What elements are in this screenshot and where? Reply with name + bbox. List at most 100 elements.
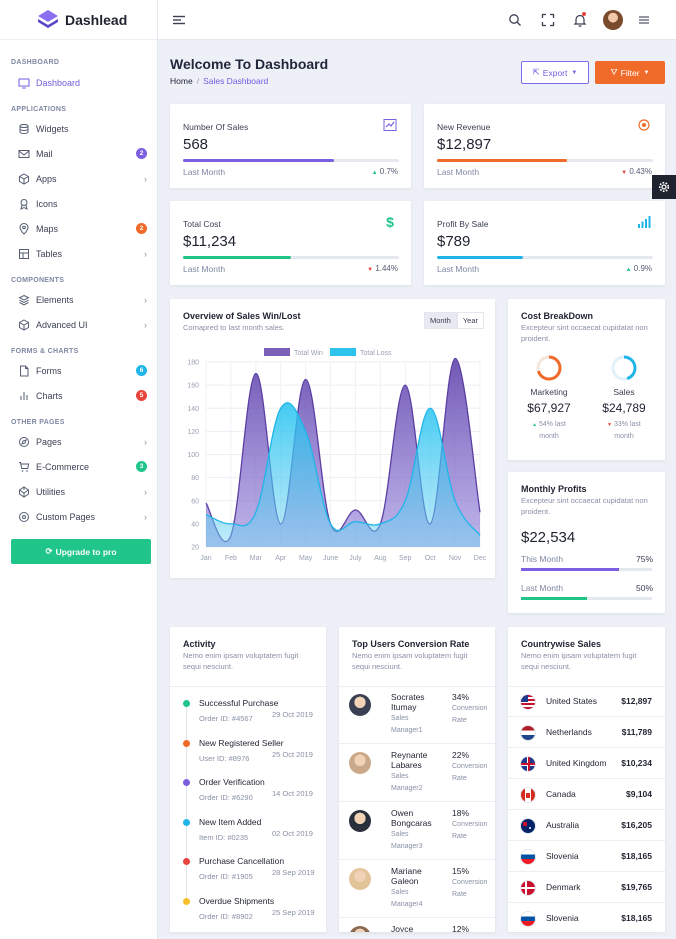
stat-change-value: 1.44%	[375, 264, 398, 273]
sidebar-item-forms[interactable]: Forms 6	[0, 358, 158, 383]
y-tick-label: 40	[191, 521, 199, 528]
sidebar-item-label: Charts	[36, 390, 63, 401]
user-row[interactable]: Reynante Labares Sales Manager2 22% Conver…	[339, 744, 495, 802]
user-avatar	[349, 752, 371, 774]
sidebar-item-dashboard[interactable]: Dashboard	[0, 70, 158, 95]
sidebar-item-tables[interactable]: Tables ›	[0, 241, 158, 266]
sidebar-item-icons[interactable]: Icons	[0, 191, 158, 216]
country-name: Denmark	[546, 882, 581, 892]
sidebar-item-pages[interactable]: Pages ›	[0, 429, 158, 454]
award-icon	[17, 197, 30, 210]
country-row[interactable]: Slovenia $18,165	[508, 903, 665, 934]
stat-progress-fill	[437, 256, 524, 259]
fullscreen-icon[interactable]	[541, 13, 555, 27]
bell-icon[interactable]	[573, 13, 587, 27]
country-name: Slovenia	[546, 913, 579, 923]
page-title: Welcome To Dashboard	[170, 56, 329, 72]
mini-stat-change-value: 33% last month	[614, 421, 641, 440]
country-row[interactable]: United Kingdom $10,234	[508, 748, 665, 779]
country-row[interactable]: Canada $9,104	[508, 779, 665, 810]
uk-flag-icon	[521, 757, 535, 771]
stat-value: $12,897	[437, 136, 492, 153]
chevron-right-icon: ›	[144, 436, 147, 447]
last-month-bar	[521, 597, 652, 600]
user-conversion: Conversion Rate	[452, 819, 487, 843]
user-role: Sales Manager2	[391, 771, 423, 795]
filter-icon: ⛛	[610, 67, 618, 77]
user-avatar[interactable]	[603, 10, 623, 30]
forms-badge: 6	[136, 365, 147, 376]
sidebar-item-widgets[interactable]: Widgets	[0, 116, 158, 141]
sidebar-item-maps[interactable]: Maps 2	[0, 216, 158, 241]
sidebar-item-advanced-ui[interactable]: Advanced UI ›	[0, 312, 158, 337]
monitor-icon	[17, 76, 30, 89]
sidebar-item-label: Pages	[36, 436, 62, 447]
sidebar-item-label: Maps	[36, 223, 59, 234]
settings-gear-icon[interactable]	[652, 175, 676, 199]
activity-sub: Order ID: #6290	[199, 793, 253, 802]
sidebar-item-elements[interactable]: Elements ›	[0, 287, 158, 312]
sidebar-item-apps[interactable]: Apps ›	[0, 166, 158, 191]
user-avatar	[349, 926, 371, 932]
sidebar-item-mail[interactable]: Mail 2	[0, 141, 158, 166]
user-conversion: Conversion Rate	[452, 877, 487, 901]
aperture-icon	[17, 510, 30, 523]
brand-name: Dashlead	[65, 11, 128, 28]
menu-icon[interactable]	[172, 13, 186, 27]
mini-stat-change-value: 54% last month	[539, 421, 566, 440]
filter-button[interactable]: ⛛ Filter ▼	[595, 61, 665, 84]
options-icon[interactable]	[637, 13, 651, 27]
nav-section-dashboard: DASHBOARD	[11, 59, 60, 66]
sidebar-item-label: Elements	[36, 294, 74, 305]
user-row[interactable]: Mariane Galeon Sales Manager4 15% Conversi…	[339, 860, 495, 918]
sidebar-item-utilities[interactable]: Utilities ›	[0, 479, 158, 504]
user-conversion: Conversion Rate	[452, 703, 487, 727]
breadcrumb-home[interactable]: Home	[170, 76, 193, 86]
country-row[interactable]: Slovenia $18,165	[508, 841, 665, 872]
stat-value: $11,234	[183, 233, 237, 250]
denmark-flag-icon	[521, 881, 535, 895]
sidebar-item-label: Tables	[36, 248, 63, 259]
export-button[interactable]: ⇱ Export ▼	[521, 61, 589, 84]
upgrade-button[interactable]: ⟳ Upgrade to pro	[11, 539, 151, 564]
activity-sub: User ID: #8976	[199, 753, 250, 763]
brand[interactable]: Dashlead	[0, 0, 157, 40]
divider	[170, 686, 326, 687]
user-row[interactable]: Socrates Itumay Sales Manager1 34% Convers…	[339, 686, 495, 744]
slovenia-flag-icon	[521, 912, 535, 926]
country-row[interactable]: Australia $16,205	[508, 810, 665, 841]
stat-progress-fill	[183, 256, 291, 259]
charts-badge: 5	[136, 390, 147, 401]
stat-sub: Last Month	[183, 264, 226, 274]
sidebar-item-charts[interactable]: Charts 5	[0, 383, 158, 408]
sidebar-item-ecommerce[interactable]: E-Commerce 3	[0, 454, 158, 479]
toggle-month[interactable]: Month	[424, 312, 457, 329]
mini-stat-change: ▼ 33% last month	[599, 419, 649, 443]
toggle-year[interactable]: Year	[456, 312, 485, 329]
country-name: Canada	[546, 789, 576, 799]
country-name: Netherlands	[546, 727, 592, 737]
stat-sub: Last Month	[437, 264, 480, 274]
country-row[interactable]: United States $12,897	[508, 686, 665, 717]
overview-chart: 20 40 60 80 100 120 140 160 180 Jan Feb Mar Apr May Ju…	[187, 348, 487, 562]
stat-change: ▼ 1.44%	[367, 264, 398, 273]
search-icon[interactable]	[508, 13, 522, 27]
chevron-right-icon: ›	[144, 319, 147, 330]
user-role: Sales Manager1	[391, 713, 423, 737]
sidebar-item-custom-pages[interactable]: Custom Pages ›	[0, 504, 158, 529]
stat-change-value: 0.9%	[633, 264, 652, 273]
user-avatar	[349, 868, 371, 890]
activity-dot	[183, 779, 190, 786]
stat-change: ▲ 0.7%	[372, 167, 398, 176]
stat-card-revenue: New Revenue $12,897 Last Month ▼ 0.43%	[424, 104, 665, 188]
canada-flag-icon	[521, 788, 535, 802]
rate-label: Rate	[452, 775, 467, 782]
user-row[interactable]: Owen Bongcaras Sales Manager3 18% Conversi…	[339, 802, 495, 860]
user-role-line1: Sales	[391, 715, 409, 722]
y-tick-label: 100	[187, 452, 199, 459]
country-row[interactable]: Netherlands $11,789	[508, 717, 665, 748]
user-row[interactable]: Joyce 12%	[339, 918, 495, 932]
stat-progress	[183, 159, 399, 162]
country-row[interactable]: Denmark $19,765	[508, 872, 665, 903]
stat-progress-fill	[437, 159, 567, 162]
